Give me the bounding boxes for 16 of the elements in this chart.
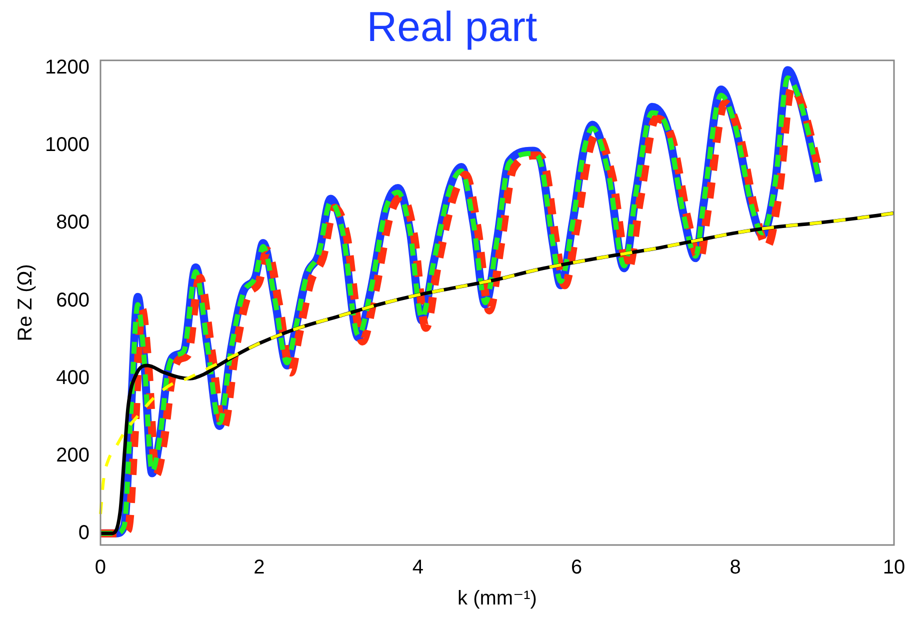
y-tick-label: 1200 [44, 56, 90, 79]
x-tick-label: 8 [730, 556, 741, 579]
x-tick-label: 0 [94, 556, 106, 579]
y-tick-label: 0 [78, 522, 90, 544]
x-tick-label: 6 [571, 556, 582, 579]
y-tick-label: 400 [56, 366, 90, 389]
y-axis-title: Re Z (Ω) [14, 264, 37, 342]
y-tick-label: 600 [56, 289, 90, 312]
chart-title: Real part [366, 2, 538, 50]
x-tick-label: 4 [412, 556, 424, 579]
y-tick-label: 200 [56, 444, 90, 466]
y-tick-label: 800 [56, 212, 90, 234]
y-tick-label: 1000 [44, 134, 90, 156]
x-axis-title: k (mm⁻¹) [458, 588, 537, 610]
x-tick-label: 2 [254, 556, 265, 579]
x-tick-label: 10 [882, 556, 906, 579]
